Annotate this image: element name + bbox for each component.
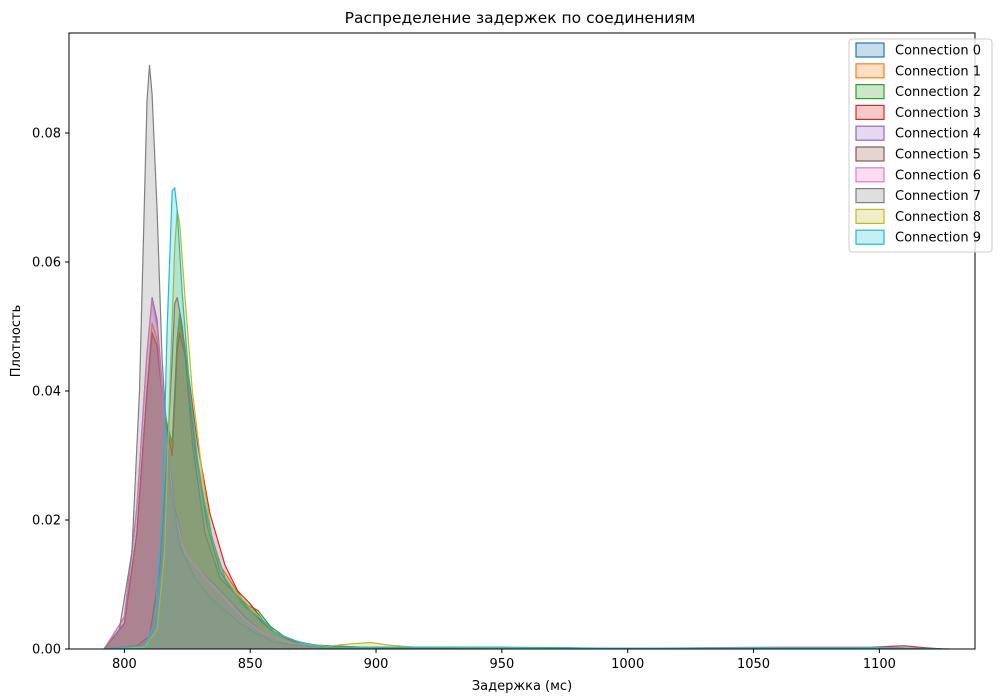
y-axis: 0.00 0.02 0.04 0.06 0.08 — [32, 126, 69, 658]
x-axis: 800 850 900 950 1000 1050 1100 — [112, 649, 896, 672]
x-axis-label: Задержка (мс) — [472, 679, 572, 694]
series-area-2 — [104, 313, 930, 649]
y-tick-label: 0.08 — [32, 126, 61, 141]
plot-frame — [68, 32, 976, 650]
legend-label-7: Connection 7 — [895, 189, 981, 204]
legend-label-0: Connection 0 — [895, 44, 981, 59]
x-tick-label: 850 — [238, 657, 263, 672]
legend-label-6: Connection 6 — [895, 168, 981, 183]
legend-swatch-7 — [855, 188, 885, 204]
series-line-9 — [104, 187, 950, 649]
legend-swatch-6 — [855, 167, 885, 183]
legend-swatch-0 — [855, 42, 885, 58]
series-area-5 — [104, 297, 930, 649]
y-tick-label: 0.04 — [32, 384, 61, 399]
x-tick-label: 950 — [489, 657, 514, 672]
series-line-8 — [104, 209, 930, 649]
x-tick-label: 800 — [112, 657, 137, 672]
series-area-9 — [104, 187, 950, 649]
x-tick-label: 900 — [364, 657, 389, 672]
legend-box — [848, 38, 993, 253]
y-tick-label: 0.00 — [32, 643, 61, 658]
legend-label-5: Connection 5 — [895, 148, 981, 163]
legend-label-9: Connection 9 — [895, 231, 981, 246]
series-area-4 — [104, 297, 930, 649]
y-tick-label: 0.02 — [32, 513, 61, 528]
series-area-7 — [104, 65, 930, 649]
x-tick-label: 1050 — [737, 657, 770, 672]
legend-swatch-3 — [855, 104, 885, 121]
chart-title: Распределение задержек по соединениям — [345, 9, 696, 27]
legend-swatch-1 — [855, 63, 885, 79]
series-area-8 — [104, 210, 930, 649]
legend-label-4: Connection 4 — [895, 127, 981, 142]
legend-label-1: Connection 1 — [895, 64, 981, 79]
series-area-3 — [104, 332, 943, 649]
legend-swatch-9 — [855, 229, 885, 245]
y-tick-label: 0.06 — [32, 255, 61, 270]
series-area-1 — [104, 323, 930, 649]
legend-swatch-2 — [855, 83, 885, 100]
legend-swatch-8 — [855, 208, 885, 224]
legend-label-2: Connection 2 — [895, 85, 981, 100]
x-tick-label: 1000 — [611, 657, 644, 672]
legend-swatch-5 — [855, 146, 885, 162]
series-area-6 — [104, 300, 930, 649]
legend-label-8: Connection 8 — [895, 210, 981, 225]
series-area-0 — [104, 316, 930, 649]
legend: Connection 0 Connection 1 Connection 2 Conn… — [848, 38, 993, 253]
y-axis-label: Плотность — [9, 305, 24, 377]
series-layer — [103, 64, 950, 649]
legend-swatch-4 — [855, 125, 885, 141]
x-tick-label: 1100 — [863, 657, 896, 672]
legend-label-3: Connection 3 — [895, 106, 981, 121]
